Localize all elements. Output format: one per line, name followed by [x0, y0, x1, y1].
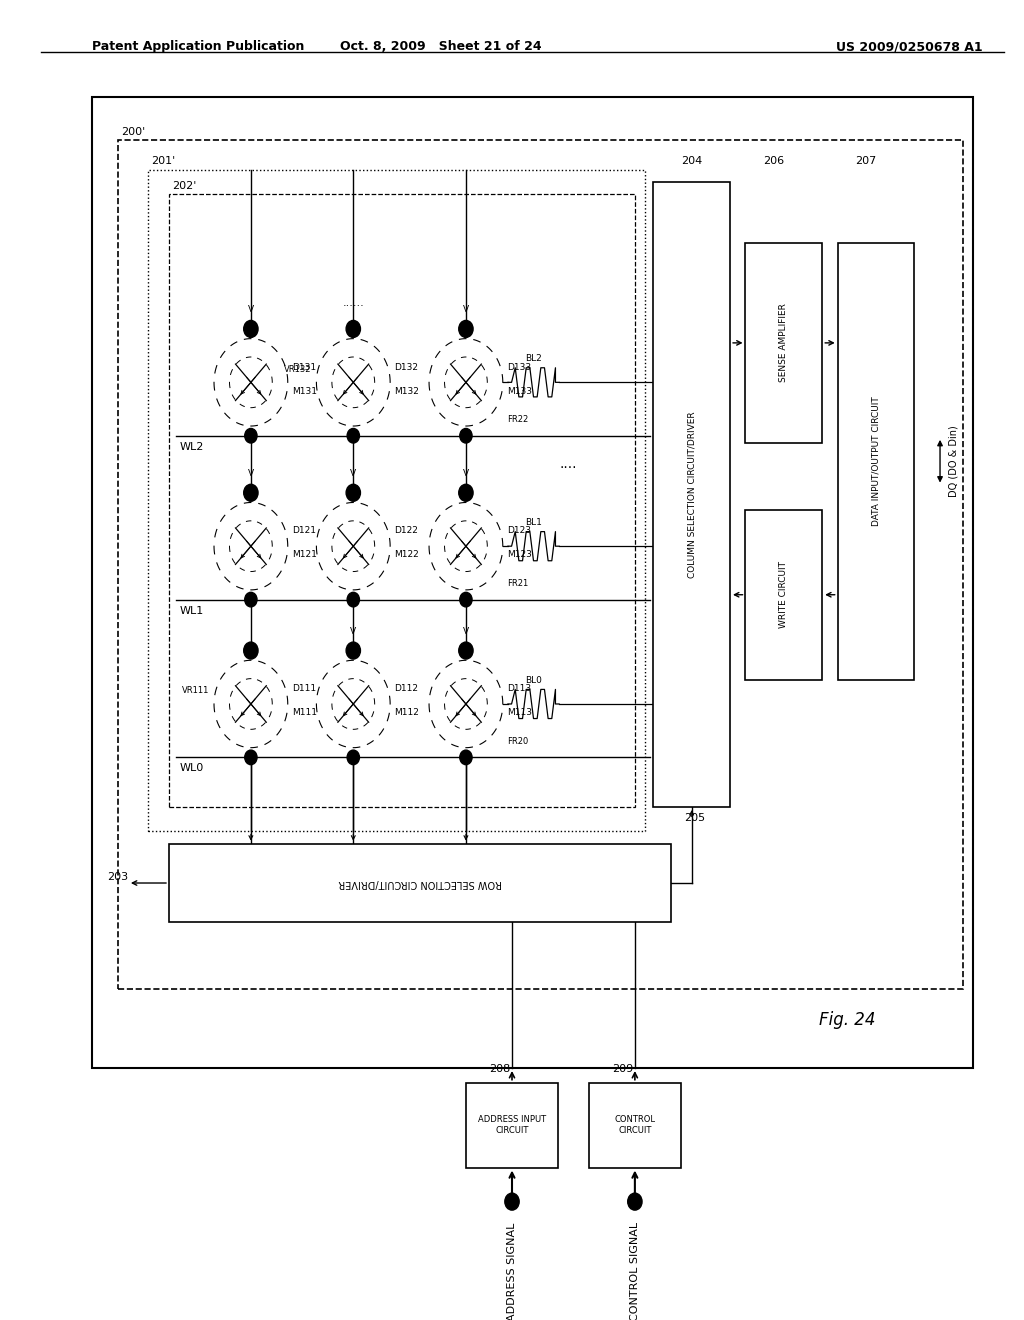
- Bar: [169, 843, 671, 923]
- Circle shape: [460, 429, 472, 444]
- Text: M122: M122: [394, 550, 419, 560]
- Text: WRITE CIRCUIT: WRITE CIRCUIT: [779, 561, 788, 628]
- Text: WL1: WL1: [179, 606, 204, 615]
- Circle shape: [460, 593, 472, 607]
- Circle shape: [628, 1193, 642, 1210]
- Text: US 2009/0250678 A1: US 2009/0250678 A1: [837, 40, 983, 53]
- Circle shape: [347, 750, 359, 764]
- Circle shape: [346, 321, 360, 338]
- Text: D131: D131: [292, 363, 316, 371]
- Bar: [745, 243, 822, 444]
- Text: Patent Application Publication: Patent Application Publication: [92, 40, 304, 53]
- Text: D113: D113: [507, 684, 531, 693]
- Bar: [169, 194, 635, 807]
- Text: ADDRESS INPUT
CIRCUIT: ADDRESS INPUT CIRCUIT: [478, 1115, 546, 1135]
- Text: VR111: VR111: [181, 686, 209, 696]
- Text: 204: 204: [681, 156, 702, 166]
- Circle shape: [346, 484, 360, 502]
- Text: Oct. 8, 2009   Sheet 21 of 24: Oct. 8, 2009 Sheet 21 of 24: [340, 40, 541, 53]
- Text: 205: 205: [684, 813, 706, 822]
- Circle shape: [460, 750, 472, 764]
- Circle shape: [244, 321, 258, 338]
- Text: D122: D122: [394, 527, 418, 536]
- Text: V: V: [248, 305, 254, 314]
- Text: WL0: WL0: [179, 763, 204, 774]
- Text: FR22: FR22: [507, 414, 528, 424]
- Text: M111: M111: [292, 709, 316, 717]
- Text: 201': 201': [152, 156, 176, 166]
- Text: ADDRESS SIGNAL: ADDRESS SIGNAL: [507, 1222, 517, 1320]
- Circle shape: [346, 642, 360, 659]
- Text: M132: M132: [394, 387, 419, 396]
- Circle shape: [244, 484, 258, 502]
- Circle shape: [459, 484, 473, 502]
- Text: VR132: VR132: [284, 364, 311, 374]
- Circle shape: [459, 321, 473, 338]
- Text: V: V: [350, 627, 356, 636]
- Text: M133: M133: [507, 387, 531, 396]
- Bar: [148, 170, 645, 832]
- Circle shape: [245, 593, 257, 607]
- Text: ROW SELECTION CIRCUIT/DRIVER: ROW SELECTION CIRCUIT/DRIVER: [338, 878, 502, 888]
- Text: D112: D112: [394, 684, 418, 693]
- Text: D132: D132: [394, 363, 418, 371]
- Bar: [653, 182, 730, 807]
- Circle shape: [347, 429, 359, 444]
- Circle shape: [244, 642, 258, 659]
- Text: BL2: BL2: [525, 354, 542, 363]
- Text: 207: 207: [855, 156, 877, 166]
- Bar: [466, 1082, 558, 1168]
- Text: M131: M131: [292, 387, 316, 396]
- Bar: [745, 510, 822, 680]
- Text: 206: 206: [763, 156, 784, 166]
- Text: BL1: BL1: [525, 517, 542, 527]
- Text: V: V: [463, 305, 469, 314]
- Bar: [838, 243, 914, 680]
- Text: 203: 203: [108, 873, 129, 882]
- Text: 208: 208: [489, 1064, 511, 1074]
- Text: V: V: [463, 627, 469, 636]
- Circle shape: [505, 1193, 519, 1210]
- Text: D123: D123: [507, 527, 530, 536]
- Text: FR21: FR21: [507, 579, 528, 587]
- Text: SENSE AMPLIFIER: SENSE AMPLIFIER: [779, 304, 788, 383]
- Text: Fig. 24: Fig. 24: [819, 1011, 876, 1028]
- Circle shape: [347, 593, 359, 607]
- Text: DQ (DO & Din): DQ (DO & Din): [948, 425, 958, 498]
- Text: M123: M123: [507, 550, 531, 560]
- Circle shape: [245, 429, 257, 444]
- Text: D121: D121: [292, 527, 315, 536]
- Text: 202': 202': [172, 181, 197, 190]
- Text: D133: D133: [507, 363, 531, 371]
- Text: 209: 209: [612, 1064, 634, 1074]
- Text: ....: ....: [559, 457, 578, 471]
- Text: 200': 200': [121, 127, 145, 137]
- Text: COLUMN SELECTION CIRCUIT/DRIVER: COLUMN SELECTION CIRCUIT/DRIVER: [687, 412, 696, 578]
- Bar: [92, 98, 973, 1068]
- Circle shape: [459, 642, 473, 659]
- Bar: [118, 140, 963, 989]
- Text: CONTROL
CIRCUIT: CONTROL CIRCUIT: [614, 1115, 655, 1135]
- Circle shape: [245, 750, 257, 764]
- Text: CONTROL SIGNAL: CONTROL SIGNAL: [630, 1222, 640, 1320]
- Text: BL0: BL0: [525, 676, 542, 685]
- Text: WL2: WL2: [179, 442, 204, 451]
- Text: D111: D111: [292, 684, 316, 693]
- Text: M121: M121: [292, 550, 316, 560]
- Text: M113: M113: [507, 709, 531, 717]
- Text: V: V: [350, 469, 356, 478]
- Bar: [589, 1082, 681, 1168]
- Text: DATA INPUT/OUTPUT CIRCUIT: DATA INPUT/OUTPUT CIRCUIT: [871, 396, 881, 527]
- Text: V: V: [248, 469, 254, 478]
- Text: M112: M112: [394, 709, 419, 717]
- Text: ......: ......: [342, 298, 365, 309]
- Text: V: V: [463, 469, 469, 478]
- Text: FR20: FR20: [507, 737, 528, 746]
